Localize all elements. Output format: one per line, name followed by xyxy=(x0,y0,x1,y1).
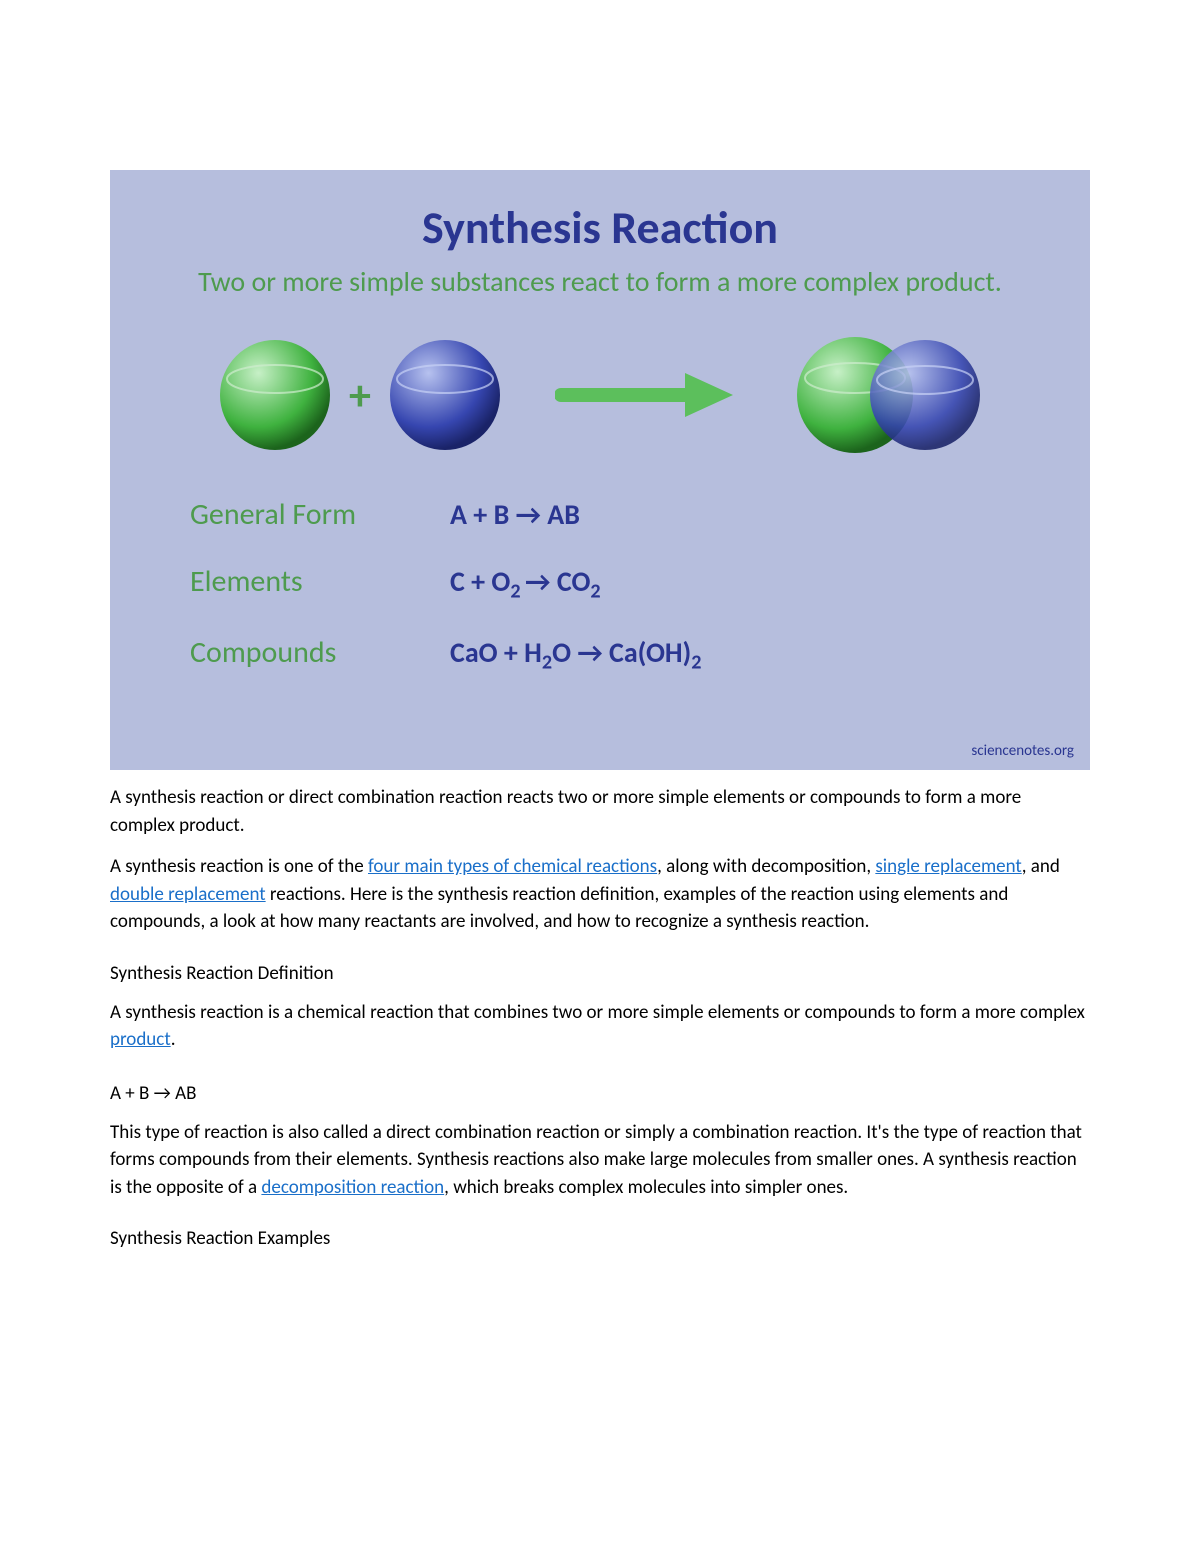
link-product[interactable]: product xyxy=(110,1028,171,1051)
text-span: , along with decomposition, xyxy=(657,855,875,878)
plus-icon: + xyxy=(349,368,371,422)
green-sphere-icon xyxy=(215,335,335,455)
text-span: . xyxy=(171,1028,176,1051)
text-span: A synthesis reaction is a chemical react… xyxy=(110,1001,1085,1024)
equation-row: CompoundsCaO + H2O → Ca(OH)2 xyxy=(150,634,1050,675)
text-span: A synthesis reaction is one of the xyxy=(110,855,368,878)
synthesis-infographic: Synthesis Reaction Two or more simple su… xyxy=(110,170,1090,770)
infographic-title: Synthesis Reaction xyxy=(150,200,1050,256)
intro-paragraph: A synthesis reaction or direct combinati… xyxy=(110,784,1090,839)
equation-text: A + B → AB xyxy=(110,1082,1090,1105)
row-equation: A + B → AB xyxy=(450,497,580,532)
row-equation: C + O2 → CO2 xyxy=(450,564,601,604)
link-decomposition[interactable]: decomposition reaction xyxy=(261,1176,444,1199)
row-equation: CaO + H2O → Ca(OH)2 xyxy=(450,635,702,675)
row-label: Compounds xyxy=(190,634,450,671)
explanation-paragraph: This type of reaction is also called a d… xyxy=(110,1119,1090,1202)
link-four-types[interactable]: four main types of chemical reactions xyxy=(368,855,657,878)
equation-row: General FormA + B → AB xyxy=(150,496,1050,533)
row-label: Elements xyxy=(190,563,450,600)
link-single-replacement[interactable]: single replacement xyxy=(875,855,1021,878)
text-span: , which breaks complex molecules into si… xyxy=(444,1176,848,1199)
infographic-subtitle: Two or more simple substances react to f… xyxy=(150,264,1050,300)
blue-sphere-icon xyxy=(385,335,505,455)
examples-heading: Synthesis Reaction Examples xyxy=(110,1227,1090,1250)
equation-row: ElementsC + O2 → CO2 xyxy=(150,563,1050,604)
link-double-replacement[interactable]: double replacement xyxy=(110,883,266,906)
equation-rows: General FormA + B → ABElementsC + O2 → C… xyxy=(150,496,1050,674)
row-label: General Form xyxy=(190,496,450,533)
definition-heading: Synthesis Reaction Definition xyxy=(110,962,1090,985)
arrow-icon xyxy=(555,365,735,425)
definition-paragraph: A synthesis reaction is a chemical react… xyxy=(110,999,1090,1054)
combined-sphere-icon xyxy=(785,330,985,460)
types-paragraph: A synthesis reaction is one of the four … xyxy=(110,853,1090,936)
text-span: , and xyxy=(1022,855,1060,878)
attribution-text: sciencenotes.org xyxy=(971,742,1074,760)
sphere-diagram: + xyxy=(150,330,1050,460)
